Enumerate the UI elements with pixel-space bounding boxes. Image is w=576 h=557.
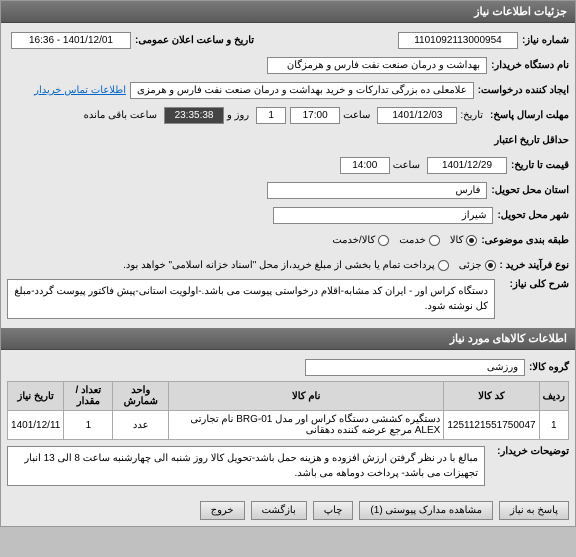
value-valid-date: 1401/12/29 (427, 157, 507, 174)
value-days: 1 (256, 107, 286, 124)
label-purchase: نوع فرآیند خرید : (500, 260, 569, 271)
label-requester: ایجاد کننده درخواست: (478, 85, 569, 96)
table-header: کد کالا (444, 382, 539, 411)
label-announce: تاریخ و ساعت اعلان عمومی: (135, 35, 254, 46)
docs-button[interactable]: مشاهده مدارک پیوستی (1) (359, 501, 493, 520)
goods-table: ردیفکد کالانام کالاواحد شمارشتعداد / مقد… (7, 381, 569, 440)
row-buyer: نام دستگاه خریدار: بهداشت و درمان صنعت ن… (7, 54, 569, 76)
label-valid: حداقل تاریخ اعتبار (494, 135, 569, 146)
label-time-2: ساعت (393, 160, 420, 171)
label-goods-group: گروه کالا: (529, 362, 569, 373)
radio-option[interactable]: جزئی (459, 260, 496, 271)
radio-option[interactable]: کالا/خدمت (332, 235, 389, 246)
exit-button[interactable]: خروج (200, 501, 245, 520)
radio-dot (438, 260, 449, 271)
button-row: پاسخ به نیاز مشاهده مدارک پیوستی (1) چاپ… (1, 495, 575, 526)
table-header: واحد شمارش (113, 382, 169, 411)
back-button[interactable]: بازگشت (251, 501, 307, 520)
label-from-date: تاریخ: (460, 110, 483, 121)
label-city: شهر محل تحویل: (497, 210, 569, 221)
value-goods-group: ورزشی (305, 359, 525, 376)
value-valid-time: 14:00 (340, 157, 390, 174)
table-header: تعداد / مقدار (64, 382, 113, 411)
radio-label: خدمت (399, 235, 426, 246)
label-buyer-notes: توضیحات خریدار: (489, 446, 569, 457)
table-header: نام کالا (169, 382, 444, 411)
radio-dot (485, 260, 496, 271)
label-and: روز و (227, 110, 249, 121)
radio-option[interactable]: کالا (450, 235, 478, 246)
radio-group-purchase: جزئی پرداخت تمام یا بخشی از مبلغ خرید،از … (123, 260, 495, 271)
label-buyer: نام دستگاه خریدار: (491, 60, 569, 71)
row-desc: شرح کلی نیاز: دستگاه کراس اور - ایران کد… (7, 279, 569, 319)
row-need-no: شماره نیاز: 1101092113000954 تاریخ و ساع… (7, 29, 569, 51)
contact-link[interactable]: اطلاعات تماس خریدار (34, 85, 126, 96)
row-goods-group: گروه کالا: ورزشی (7, 356, 569, 378)
row-valid: حداقل تاریخ اعتبار (7, 129, 569, 151)
value-requester: علامعلی ده بزرگی تدارکات و خرید بهداشت و… (130, 82, 474, 99)
table-cell: 1401/12/11 (8, 411, 64, 440)
radio-label: جزئی (459, 260, 482, 271)
label-location: استان محل تحویل: (491, 185, 569, 196)
table-header: تاریخ نیاز (8, 382, 64, 411)
row-location: استان محل تحویل: فارس (7, 179, 569, 201)
radio-label: کالا (450, 235, 464, 246)
value-province: فارس (267, 182, 487, 199)
main-container: جزئیات اطلاعات نیاز شماره نیاز: 11010921… (0, 0, 576, 527)
section-header-info: جزئیات اطلاعات نیاز (1, 1, 575, 23)
value-city: شیراز (273, 207, 493, 224)
radio-option[interactable]: خدمت (399, 235, 440, 246)
radio-dot (466, 235, 477, 246)
reply-button[interactable]: پاسخ به نیاز (499, 501, 569, 520)
radio-label: پرداخت تمام یا بخشی از مبلغ خرید،از محل … (123, 260, 435, 271)
label-desc: شرح کلی نیاز: (499, 279, 569, 290)
label-time-1: ساعت (343, 110, 370, 121)
row-valid2: قیمت تا تاریخ: 1401/12/29 ساعت 14:00 (7, 154, 569, 176)
table-cell: 1 (539, 411, 568, 440)
table-cell: 1 (64, 411, 113, 440)
value-deadline-time: 17:00 (290, 107, 340, 124)
label-need-no: شماره نیاز: (522, 35, 569, 46)
value-desc: دستگاه کراس اور - ایران کد مشابه-اقلام د… (7, 279, 495, 319)
table-header: ردیف (539, 382, 568, 411)
row-deadline: مهلت ارسال پاسخ: تاریخ: 1401/12/03 ساعت … (7, 104, 569, 126)
radio-dot (429, 235, 440, 246)
value-countdown: 23:35:38 (164, 107, 224, 124)
goods-body: گروه کالا: ورزشی ردیفکد کالانام کالاواحد… (1, 350, 575, 495)
row-category: طبقه بندی موضوعی: کالا خدمت کالا/خدمت (7, 229, 569, 251)
value-buyer: بهداشت و درمان صنعت نفت فارس و هرمزگان (267, 57, 487, 74)
table-cell: عدد (113, 411, 169, 440)
value-announce: 1401/12/01 - 16:36 (11, 32, 131, 49)
label-deadline: مهلت ارسال پاسخ: (490, 110, 569, 121)
radio-group-category: کالا خدمت کالا/خدمت (332, 235, 477, 246)
label-price-until: قیمت تا تاریخ: (511, 160, 569, 171)
value-need-no: 1101092113000954 (398, 32, 518, 49)
label-remaining: ساعت باقی مانده (84, 110, 157, 121)
label-category: طبقه بندی موضوعی: (481, 235, 569, 246)
value-deadline-date: 1401/12/03 (377, 107, 457, 124)
row-buyer-notes: توضیحات خریدار: مبالغ با در نظر گرفتن ار… (7, 446, 569, 486)
table-row: 11251121551750047دستگیره کششی دستگاه کرا… (8, 411, 569, 440)
section-header-goods: اطلاعات کالاهای مورد نیاز (1, 328, 575, 350)
table-cell: دستگیره کششی دستگاه کراس اور مدل BRG-01 … (169, 411, 444, 440)
radio-dot (378, 235, 389, 246)
table-cell: 1251121551750047 (444, 411, 539, 440)
row-requester: ایجاد کننده درخواست: علامعلی ده بزرگی تد… (7, 79, 569, 101)
row-city: شهر محل تحویل: شیراز (7, 204, 569, 226)
print-button[interactable]: چاپ (313, 501, 354, 520)
form-body: شماره نیاز: 1101092113000954 تاریخ و ساع… (1, 23, 575, 328)
radio-option[interactable]: پرداخت تمام یا بخشی از مبلغ خرید،از محل … (123, 260, 449, 271)
value-buyer-notes: مبالغ با در نظر گرفتن ارزش افزوده و هزین… (7, 446, 485, 486)
row-purchase: نوع فرآیند خرید : جزئی پرداخت تمام یا بخش… (7, 254, 569, 276)
radio-label: کالا/خدمت (332, 235, 375, 246)
